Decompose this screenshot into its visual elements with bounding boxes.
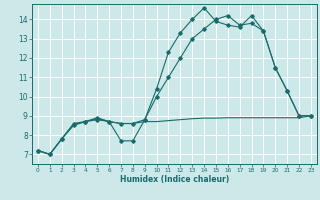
X-axis label: Humidex (Indice chaleur): Humidex (Indice chaleur) <box>120 175 229 184</box>
